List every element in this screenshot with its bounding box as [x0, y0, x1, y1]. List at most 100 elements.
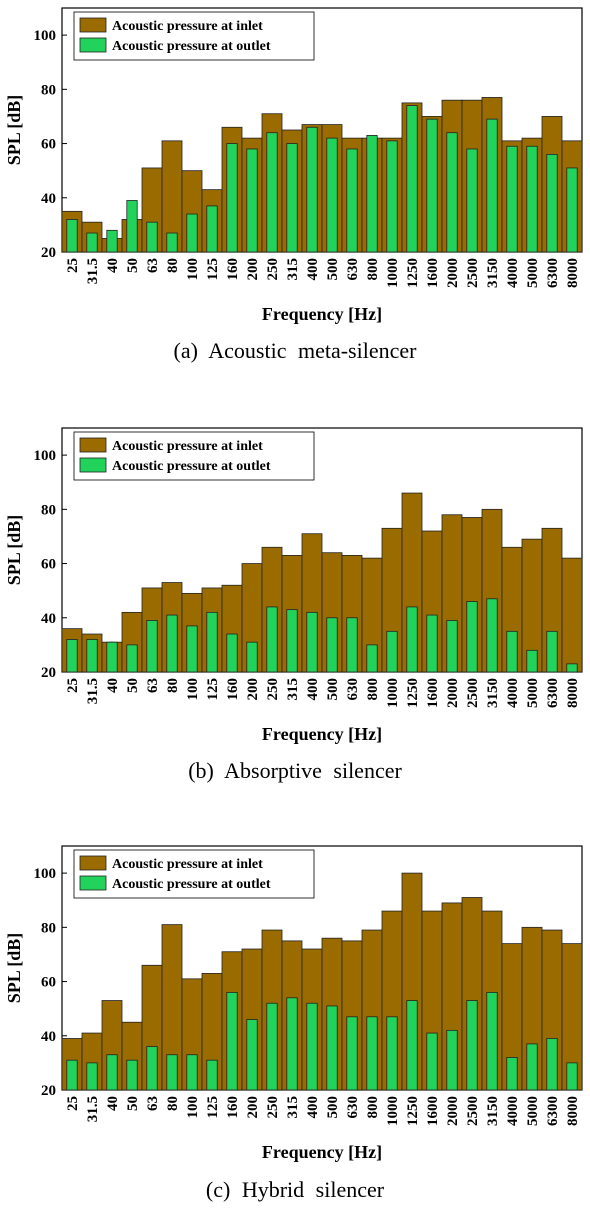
chart-caption-b: (b) Absorptive silencer: [188, 758, 402, 783]
y-tick-label: 80: [41, 502, 56, 518]
y-tick-label: 80: [41, 82, 56, 98]
legend-swatch-outlet: [79, 457, 107, 473]
x-tick-label: 630: [345, 678, 361, 701]
y-tick-label: 60: [41, 975, 56, 991]
x-tick-label: 630: [345, 1096, 361, 1119]
x-tick-label: 100: [185, 1096, 201, 1119]
x-tick-label: 2000: [445, 1096, 461, 1126]
bar-outlet-31.5: [86, 1062, 98, 1091]
bar-outlet-125: [206, 611, 218, 673]
x-tick-label: 80: [165, 1096, 181, 1111]
x-tick-label: 200: [245, 258, 261, 281]
bar-outlet-31.5: [86, 639, 98, 673]
bar-outlet-2000: [446, 132, 458, 253]
bar-outlet-63: [146, 620, 158, 673]
x-tick-label: 63: [145, 678, 161, 693]
y-tick-label: 20: [41, 245, 56, 261]
x-tick-label: 160: [225, 678, 241, 701]
bar-outlet-25: [66, 1059, 78, 1091]
x-tick-label: 8000: [565, 1096, 581, 1126]
bar-outlet-63: [146, 1046, 158, 1091]
x-tick-label: 2000: [445, 258, 461, 288]
legend-swatch-inlet: [79, 17, 107, 33]
x-tick-label: 800: [365, 678, 381, 701]
x-tick-label: 1600: [425, 678, 441, 708]
x-tick-label: 315: [285, 258, 301, 281]
bar-outlet-250: [266, 1002, 278, 1091]
bar-outlet-1600: [426, 614, 438, 673]
x-tick-label: 200: [245, 678, 261, 701]
legend-label-inlet: Acoustic pressure at inlet: [112, 857, 263, 872]
x-tick-label: 25: [65, 678, 81, 693]
bar-outlet-315: [286, 143, 298, 253]
bar-inlet-8000: [561, 557, 583, 673]
bar-outlet-100: [186, 1054, 198, 1091]
bar-outlet-25: [66, 219, 78, 253]
x-tick-label: 1250: [405, 678, 421, 708]
x-tick-label: 25: [65, 1096, 81, 1111]
x-tick-label: 1000: [385, 1096, 401, 1126]
bar-outlet-80: [166, 1054, 178, 1091]
x-tick-label: 63: [145, 1096, 161, 1111]
y-tick-label: 100: [34, 448, 57, 464]
x-tick-label: 6300: [545, 258, 561, 288]
legend-label-outlet: Acoustic pressure at outlet: [112, 39, 271, 54]
bar-outlet-500: [326, 617, 338, 673]
legend-label-outlet: Acoustic pressure at outlet: [112, 459, 271, 474]
bar-outlet-250: [266, 132, 278, 253]
legend-label-inlet: Acoustic pressure at inlet: [112, 19, 263, 34]
x-tick-label: 4000: [505, 1096, 521, 1126]
x-tick-label: 800: [365, 1096, 381, 1119]
x-tick-label: 500: [325, 678, 341, 701]
x-tick-label: 125: [205, 678, 221, 701]
legend-box: [73, 11, 315, 61]
bar-outlet-6300: [546, 1038, 558, 1091]
chart-panel-c: 20 40 60 80 100 25 31.5 40 50 63 80 100 125 160 200 250…: [0, 838, 590, 1183]
bar-outlet-200: [246, 641, 258, 673]
bar-outlet-800: [366, 135, 378, 253]
y-tick-label: 40: [41, 611, 56, 627]
x-tick-label: 8000: [565, 678, 581, 708]
bar-outlet-400: [306, 126, 318, 253]
x-tick-label: 2500: [465, 678, 481, 708]
y-tick-label: 60: [41, 557, 56, 573]
bar-outlet-4000: [506, 145, 518, 253]
x-tick-label: 6300: [545, 1096, 561, 1126]
bar-outlet-500: [326, 1005, 338, 1091]
x-axis-title: Frequency [Hz]: [262, 724, 382, 744]
x-tick-label: 50: [125, 678, 141, 693]
x-tick-label: 1250: [405, 1096, 421, 1126]
x-tick-label: 160: [225, 1096, 241, 1119]
bar-outlet-2500: [466, 1000, 478, 1091]
bar-outlet-630: [346, 1016, 358, 1091]
x-tick-label: 2500: [465, 258, 481, 288]
legend-swatch-outlet: [79, 875, 107, 891]
x-tick-label: 40: [105, 258, 121, 273]
bar-outlet-5000: [526, 649, 538, 673]
y-axis-title: SPL [dB]: [4, 933, 24, 1004]
y-tick-label: 80: [41, 920, 56, 936]
x-tick-label: 5000: [525, 678, 541, 708]
bar-outlet-3150: [486, 991, 498, 1091]
x-tick-label: 40: [105, 1096, 121, 1111]
bar-outlet-1600: [426, 118, 438, 253]
bar-outlet-50: [126, 200, 138, 253]
x-tick-label: 1250: [405, 258, 421, 288]
x-tick-label: 1000: [385, 678, 401, 708]
x-tick-label: 250: [265, 258, 281, 281]
x-tick-label: 8000: [565, 258, 581, 288]
x-tick-label: 315: [285, 1096, 301, 1119]
x-tick-label: 2000: [445, 678, 461, 708]
bar-outlet-250: [266, 606, 278, 673]
x-tick-label: 500: [325, 1096, 341, 1119]
x-tick-label: 1000: [385, 258, 401, 288]
bar-outlet-2500: [466, 148, 478, 253]
bar-outlet-8000: [566, 167, 578, 253]
bar-outlet-5000: [526, 145, 538, 253]
y-tick-label: 20: [41, 665, 56, 681]
x-tick-label: 3150: [485, 1096, 501, 1126]
legend-label-outlet: Acoustic pressure at outlet: [112, 877, 271, 892]
bar-outlet-1000: [386, 630, 398, 673]
